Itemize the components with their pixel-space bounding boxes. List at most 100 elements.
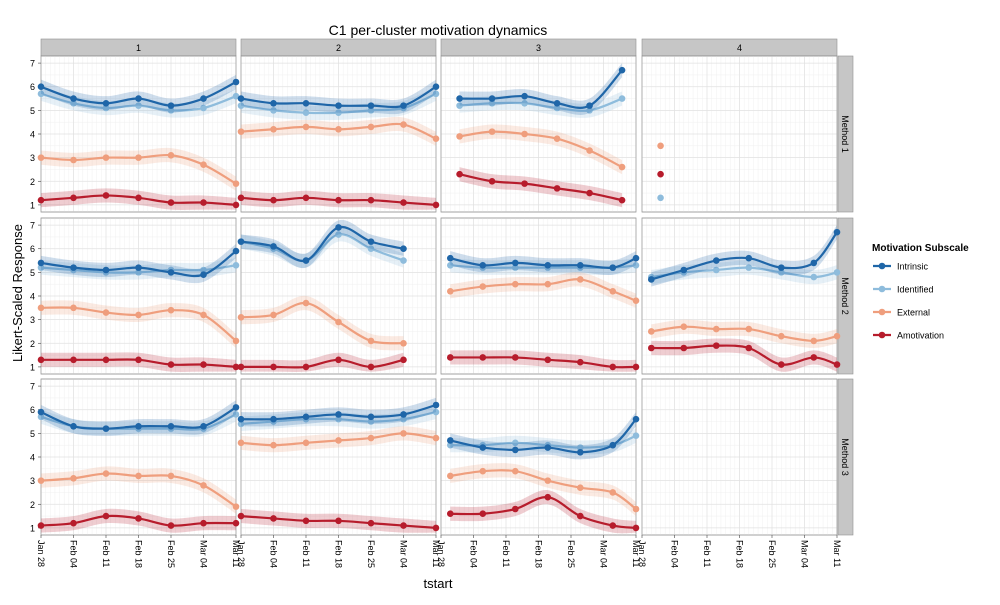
data-point-external: [657, 142, 664, 150]
x-tick-label: Mar 04: [399, 540, 409, 568]
data-point-amotivation: [810, 354, 818, 361]
data-point-amotivation: [37, 356, 45, 364]
confidence-band-external: [459, 124, 623, 175]
data-point-amotivation: [335, 517, 342, 525]
confidence-band-external: [41, 300, 236, 348]
data-point-intrinsic: [302, 99, 310, 107]
data-point-amotivation: [232, 201, 240, 209]
data-point-external: [270, 441, 277, 449]
data-point-amotivation: [544, 493, 552, 501]
data-point-external: [167, 151, 175, 159]
data-point-intrinsic: [70, 264, 77, 271]
data-point-amotivation: [70, 194, 77, 202]
data-point-identified: [200, 266, 207, 274]
panel-series-group: [237, 219, 407, 372]
data-point-external: [135, 311, 142, 319]
data-point-amotivation: [432, 524, 440, 532]
x-tick-label: Feb 11: [702, 540, 712, 567]
data-point-identified: [586, 107, 593, 114]
data-point-amotivation: [400, 522, 407, 529]
data-point-external: [456, 133, 463, 140]
data-point-external: [302, 299, 310, 307]
data-point-external: [367, 123, 375, 131]
data-point-amotivation: [335, 196, 342, 204]
data-point-external: [270, 311, 277, 319]
data-point-external: [544, 280, 552, 288]
data-point-external: [609, 489, 617, 496]
data-point-external: [777, 332, 785, 340]
data-point-intrinsic: [576, 261, 584, 269]
x-tick-label: Feb 11: [301, 540, 311, 567]
data-point-intrinsic: [167, 102, 175, 109]
data-point-amotivation: [232, 519, 240, 527]
data-point-amotivation: [200, 199, 207, 206]
data-point-external: [446, 472, 454, 480]
data-point-external: [335, 318, 342, 326]
legend-key-point: [878, 262, 886, 270]
y-tick-label: 3: [30, 153, 35, 163]
data-point-intrinsic: [37, 259, 45, 267]
panel-series-group: [37, 74, 240, 210]
data-point-identified: [367, 418, 375, 425]
data-point-external: [167, 306, 175, 314]
data-point-amotivation: [367, 363, 375, 371]
data-point-external: [553, 135, 561, 143]
data-point-amotivation: [632, 363, 640, 371]
data-point-identified: [521, 99, 528, 107]
data-point-intrinsic: [102, 99, 110, 107]
data-point-amotivation: [302, 517, 310, 525]
data-point-external: [70, 304, 77, 312]
data-point-amotivation: [833, 361, 841, 368]
facet-strip-row: [837, 55, 854, 213]
confidence-band-external: [450, 463, 636, 517]
data-point-amotivation: [488, 177, 496, 185]
data-point-intrinsic: [200, 95, 207, 102]
x-tick-label: Feb 18: [534, 540, 544, 568]
x-tick-label: Jan 28: [236, 540, 246, 567]
data-point-external: [632, 505, 640, 513]
data-point-amotivation: [777, 361, 785, 368]
x-tick-label: Mar 04: [800, 540, 810, 568]
data-point-identified: [70, 99, 77, 107]
confidence-band-intrinsic: [450, 251, 636, 275]
y-tick-label: 6: [30, 244, 35, 254]
x-tick-label: Feb 25: [366, 540, 376, 568]
y-tick-label: 3: [30, 315, 35, 325]
data-point-intrinsic: [367, 413, 375, 421]
data-point-identified: [632, 432, 640, 440]
data-point-identified: [446, 441, 454, 449]
data-point-intrinsic: [102, 425, 110, 432]
data-point-amotivation: [544, 356, 552, 364]
data-point-intrinsic: [712, 257, 720, 264]
data-point-external: [270, 125, 277, 133]
data-point-amotivation: [446, 510, 454, 518]
data-point-intrinsic: [270, 99, 277, 107]
data-point-external: [511, 280, 519, 288]
data-point-intrinsic: [400, 102, 407, 109]
data-point-amotivation: [167, 199, 175, 206]
x-tick-label: Feb 25: [166, 540, 176, 568]
data-point-amotivation: [576, 358, 584, 366]
panel-series-group: [446, 412, 640, 534]
data-point-amotivation: [302, 194, 310, 202]
data-point-external: [712, 325, 720, 333]
data-point-intrinsic: [367, 238, 375, 245]
panel-series-group: [37, 244, 240, 372]
data-point-intrinsic: [237, 238, 245, 245]
confidence-band-intrinsic: [41, 244, 236, 284]
data-point-identified: [335, 231, 342, 238]
data-point-amotivation: [302, 363, 310, 371]
data-point-external: [632, 297, 640, 305]
data-point-amotivation: [521, 180, 528, 187]
data-point-intrinsic: [367, 102, 375, 109]
data-point-intrinsic: [270, 243, 277, 250]
data-point-amotivation: [167, 522, 175, 529]
data-point-identified: [335, 109, 342, 117]
confidence-band-amotivation: [450, 350, 636, 372]
data-point-identified: [135, 102, 142, 109]
y-tick-label: 5: [30, 106, 35, 116]
confidence-band-intrinsic: [450, 412, 636, 460]
legend-key-point: [878, 285, 886, 293]
data-point-identified: [511, 439, 519, 447]
data-point-intrinsic: [745, 254, 753, 262]
